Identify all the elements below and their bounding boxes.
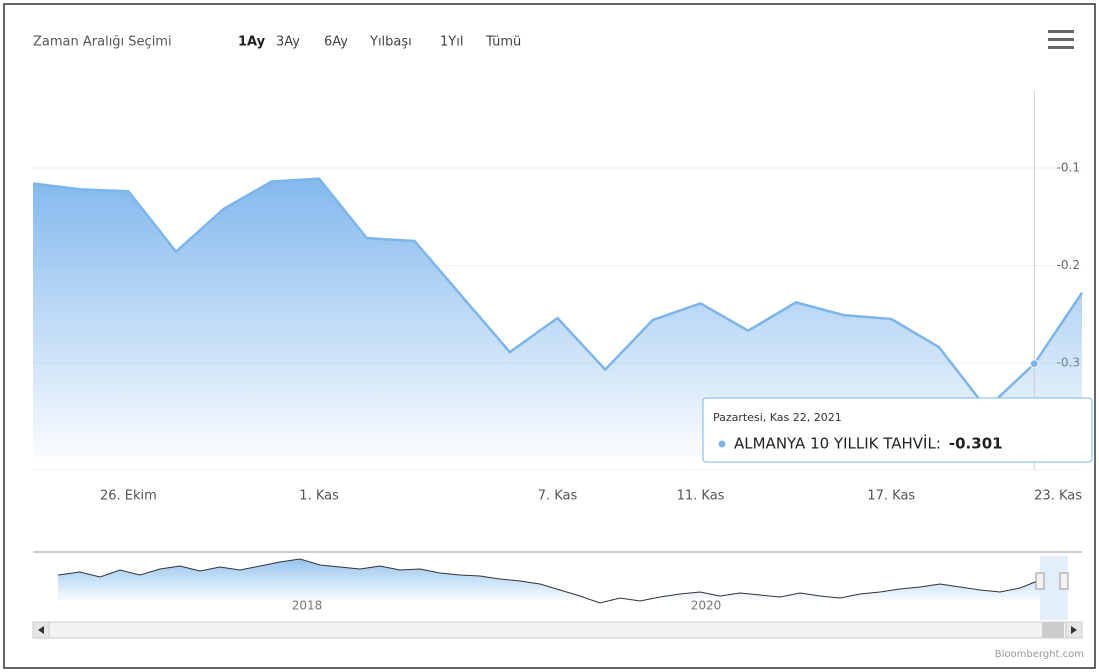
x-tick-label: 1. Kas bbox=[299, 489, 339, 504]
range-button[interactable]: 1Yıl bbox=[440, 35, 463, 50]
x-tick-label: 23. Kas bbox=[1034, 489, 1082, 504]
scrollbar[interactable] bbox=[32, 621, 1083, 639]
y-tick-label: -0.2 bbox=[1057, 258, 1080, 272]
navigator-label: 2020 bbox=[691, 599, 722, 613]
hover-point bbox=[1029, 359, 1039, 369]
range-button[interactable]: 6Ay bbox=[324, 35, 348, 50]
navigator bbox=[32, 551, 1083, 639]
x-tick-label: 26. Ekim bbox=[100, 489, 157, 504]
tooltip-box bbox=[702, 397, 1093, 463]
x-tick-label: 17. Kas bbox=[867, 489, 915, 504]
range-button[interactable]: Tümü bbox=[485, 35, 521, 50]
tooltip-dot bbox=[718, 440, 726, 448]
scrollbar-thumb[interactable] bbox=[1042, 622, 1064, 638]
navigator-label: 2018 bbox=[292, 599, 323, 613]
tooltip-header: Pazartesi, Kas 22, 2021 bbox=[713, 411, 842, 424]
range-button[interactable]: 3Ay bbox=[276, 35, 300, 50]
area-fill bbox=[33, 178, 1082, 470]
navigator-handle[interactable] bbox=[1059, 572, 1069, 590]
range-button[interactable]: 1Ay bbox=[238, 35, 266, 50]
navigator-handle[interactable] bbox=[1035, 572, 1045, 590]
range-button[interactable]: Yılbaşı bbox=[369, 35, 412, 50]
tooltip-value: -0.301 bbox=[949, 435, 1003, 453]
menu-button[interactable] bbox=[1048, 30, 1074, 49]
tooltip-label: ALMANYA 10 YILLIK TAHVİL: bbox=[734, 434, 941, 453]
x-tick-label: 11. Kas bbox=[677, 489, 725, 504]
range-label: Zaman Aralığı Seçimi bbox=[33, 35, 172, 50]
y-tick-label: -0.1 bbox=[1057, 160, 1080, 174]
x-tick-label: 7. Kas bbox=[538, 489, 578, 504]
line bbox=[32, 177, 1084, 411]
credits: Bloomberght.com bbox=[995, 649, 1084, 660]
tooltip: Pazartesi, Kas 22, 2021 ALMANYA 10 YILLIK… bbox=[702, 397, 1093, 463]
